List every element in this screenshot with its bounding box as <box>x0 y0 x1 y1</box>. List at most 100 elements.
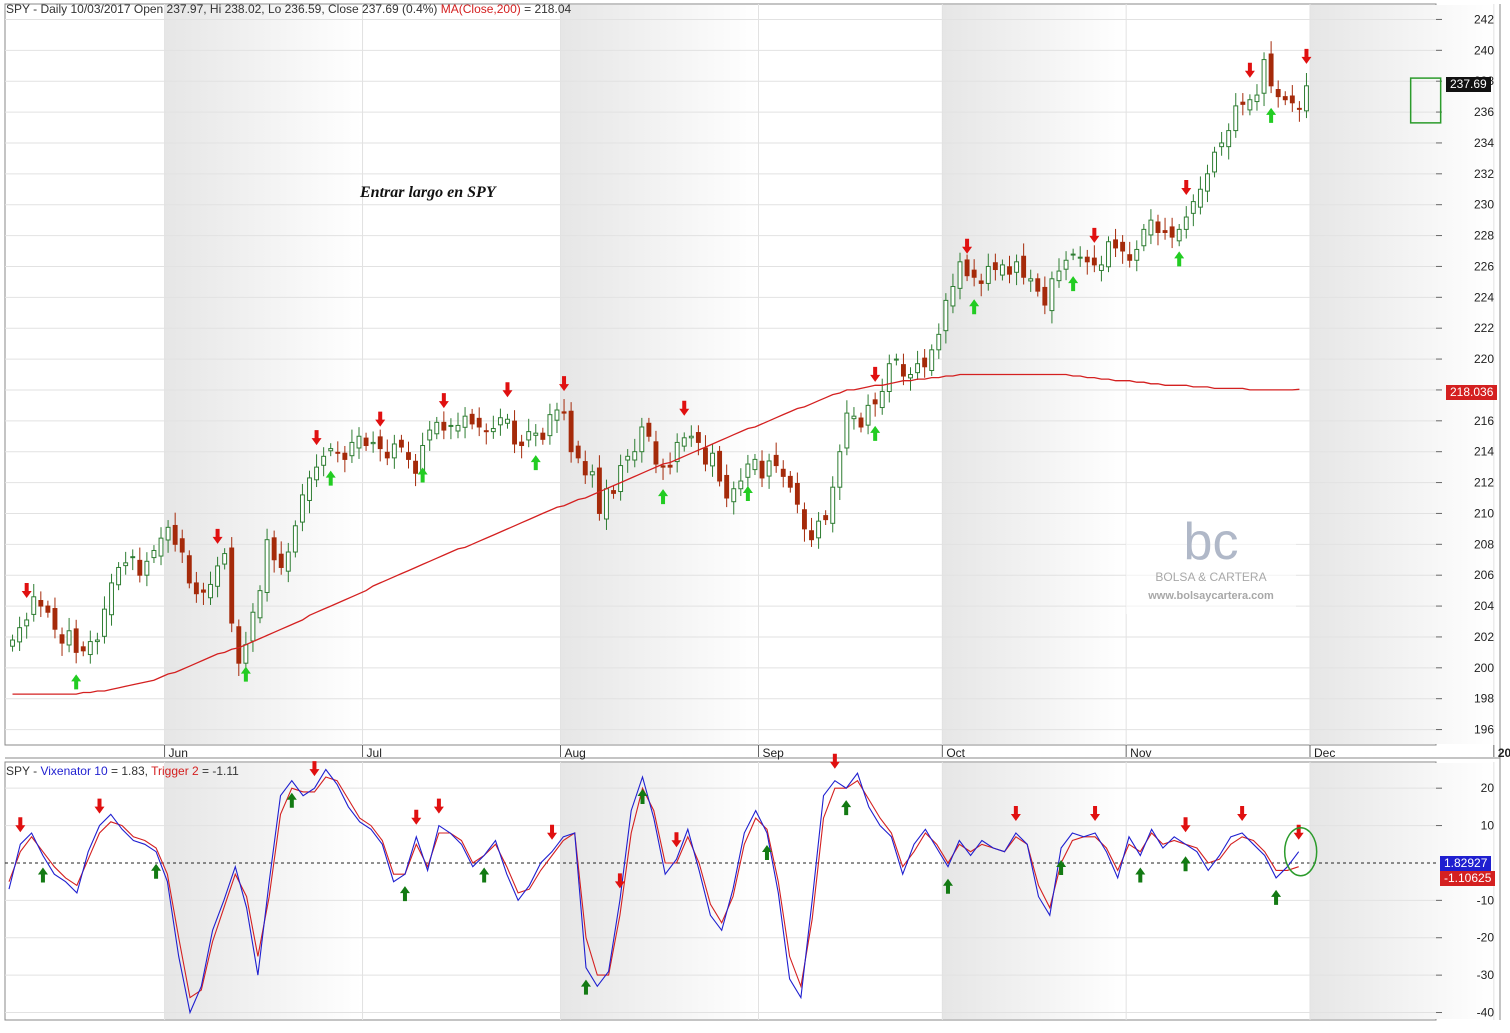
candle-body <box>94 639 100 643</box>
candle-body <box>1106 241 1111 268</box>
candle-body <box>73 628 79 653</box>
candle <box>1275 80 1281 108</box>
candle-body <box>307 477 312 501</box>
candle <box>24 612 30 639</box>
candle-body <box>1120 241 1126 252</box>
candle-body <box>278 553 284 568</box>
candle-body <box>568 410 574 453</box>
candle <box>87 630 93 664</box>
price-tick-label: 206 <box>1474 568 1494 582</box>
buy-signal-arrow <box>1266 107 1277 123</box>
candle-body <box>158 537 164 557</box>
date-tick-label: Sep <box>762 746 784 760</box>
candle <box>377 429 383 462</box>
sell-signal-arrow <box>375 411 386 427</box>
candle <box>264 528 270 602</box>
vix-value: = 1.83, <box>107 764 152 778</box>
price-tick-label: 212 <box>1474 476 1494 490</box>
candle <box>582 450 588 484</box>
candle-body <box>243 644 249 664</box>
candle-body <box>908 374 913 379</box>
osc-buy-arrow <box>1180 856 1191 872</box>
candle <box>1070 248 1076 261</box>
osc-sell-arrow <box>1293 824 1304 840</box>
candle <box>1197 176 1203 215</box>
candle <box>151 545 157 563</box>
candle <box>1190 194 1196 227</box>
candle-body <box>321 455 327 466</box>
candle <box>1042 276 1048 315</box>
candle-body <box>872 399 878 405</box>
candle-body <box>695 432 701 443</box>
osc-buy-arrow <box>761 845 772 861</box>
candle-body <box>688 435 694 439</box>
price-tick-label: 224 <box>1474 290 1494 304</box>
candle-body <box>738 480 744 490</box>
price-tick-label: 226 <box>1474 259 1494 273</box>
candle <box>462 407 468 439</box>
candle-body <box>611 490 616 494</box>
candle-body <box>1021 255 1027 278</box>
date-tick-label: Dec <box>1314 746 1335 760</box>
buy-signal-arrow <box>240 666 251 682</box>
osc-sell-arrow <box>1010 806 1021 822</box>
candle-body <box>816 520 822 539</box>
candle-body <box>363 437 369 447</box>
candle <box>208 571 213 605</box>
candle <box>985 253 991 291</box>
candle-body <box>1254 94 1260 103</box>
candle-body <box>448 424 454 427</box>
vix-label: Vixenator 10 <box>40 764 108 778</box>
osc-buy-arrow <box>1135 867 1146 883</box>
trig-label: Trigger 2 <box>151 764 199 778</box>
candle <box>285 542 291 583</box>
candle <box>441 411 447 440</box>
candle-body <box>342 452 348 460</box>
candle-body <box>731 488 737 503</box>
candle <box>1169 217 1175 249</box>
candle-body <box>1190 201 1196 214</box>
candle-body <box>1261 59 1267 94</box>
candle <box>172 512 178 552</box>
candle-body <box>900 364 906 377</box>
candle <box>731 481 737 515</box>
candle-body <box>759 460 765 479</box>
candle-body <box>1162 230 1168 233</box>
candle <box>102 596 107 644</box>
candle <box>1282 91 1288 106</box>
vix-badge: 1.82927 <box>1440 856 1492 871</box>
price-tick-label: 208 <box>1474 537 1494 551</box>
candle-body <box>879 390 885 409</box>
candle-body <box>52 608 58 630</box>
osc-buy-arrow <box>37 867 48 883</box>
osc-tick-label: -40 <box>1477 1006 1495 1020</box>
candle-body <box>172 524 178 545</box>
candle-body <box>646 422 652 437</box>
trigger-badge: -1.10625 <box>1440 871 1496 886</box>
candle-body <box>455 424 461 432</box>
candle <box>1113 228 1119 258</box>
candle-body <box>851 415 857 420</box>
candle-body <box>257 590 263 619</box>
candle-body <box>787 475 793 488</box>
candle-body <box>24 619 30 627</box>
candle <box>1056 258 1062 288</box>
date-tick-label: Oct <box>946 746 965 760</box>
osc-sell-arrow <box>94 798 105 814</box>
sell-signal-arrow <box>311 430 322 446</box>
candle-body <box>844 412 850 449</box>
candle <box>766 453 772 489</box>
candle-body <box>1070 253 1076 256</box>
candle-body <box>179 538 185 553</box>
candle <box>1084 249 1090 275</box>
sell-signal-arrow <box>1244 62 1255 78</box>
candle-body <box>780 468 786 477</box>
price-tick-label: 222 <box>1474 321 1494 335</box>
candle <box>950 273 956 314</box>
candle <box>17 616 23 651</box>
candle <box>893 353 899 366</box>
sell-signal-arrow <box>962 238 973 254</box>
candle <box>1106 236 1111 273</box>
candle-body <box>964 259 970 277</box>
